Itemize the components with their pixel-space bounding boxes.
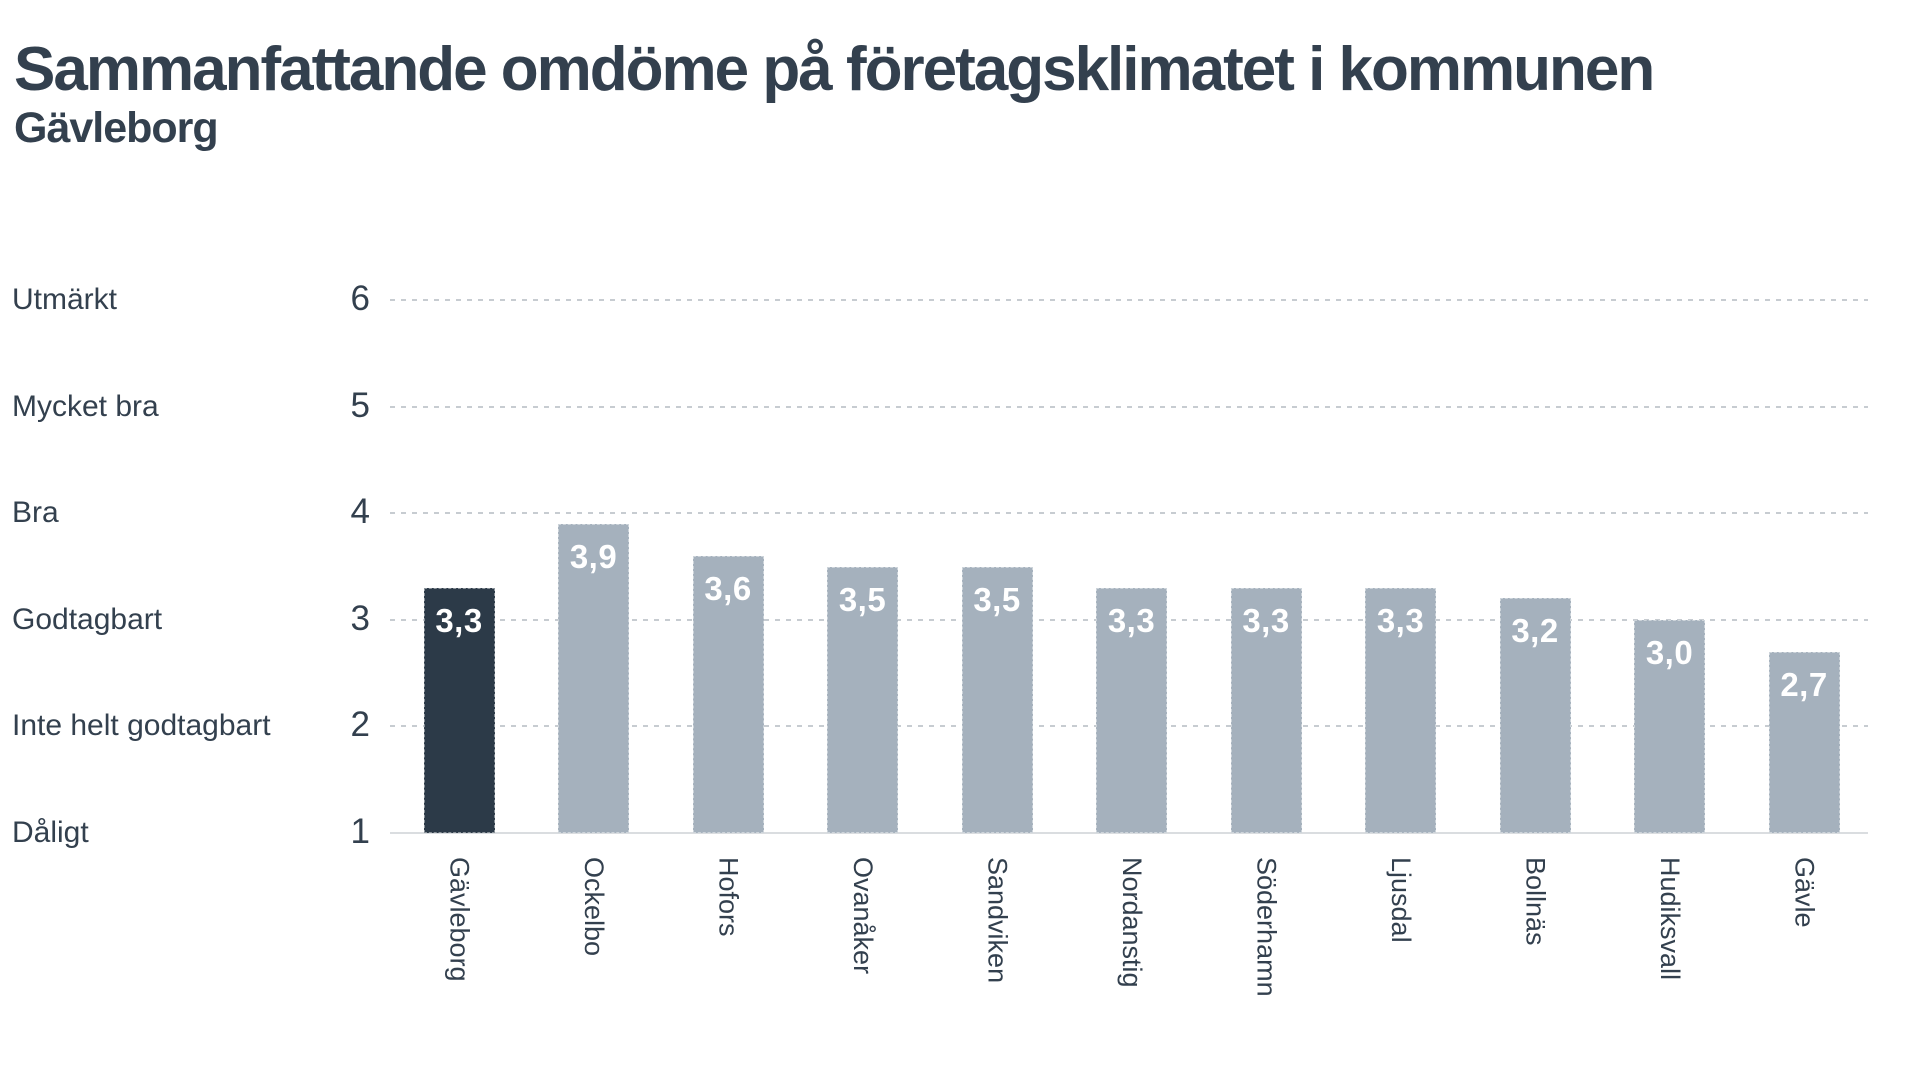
y-axis-tick-label: 1 (350, 812, 370, 852)
bar-value-label: 3,3 (1107, 601, 1156, 639)
x-axis-label-Gävle: Gävle (1789, 857, 1820, 928)
gridline-5 (390, 405, 1868, 408)
bar-value-label: 2,7 (1780, 665, 1828, 703)
bar-value-label: 3,6 (704, 569, 752, 607)
bar-value-label: 3,2 (1511, 612, 1559, 650)
y-axis-tick-label: 5 (350, 385, 370, 425)
x-axis-label-Sandviken: Sandviken (982, 857, 1013, 984)
y-axis-tick-label: 6 (350, 279, 370, 319)
bar-Bollnäs: 3,2 (1499, 598, 1571, 833)
bar-value-label: 3,3 (1242, 601, 1290, 639)
x-axis-label-Söderhamn: Söderhamn (1251, 857, 1282, 997)
x-axis-baseline (390, 832, 1868, 834)
bar-Söderhamn: 3,3 (1230, 587, 1302, 833)
chart-title: Sammanfattande omdöme på företagsklimate… (14, 35, 1655, 104)
bar-Hofors: 3,6 (692, 555, 764, 833)
y-axis-category-label: Bra (12, 496, 59, 530)
bar-Ovanåker: 3,5 (827, 566, 898, 833)
bar-Ockelbo: 3,9 (558, 523, 629, 833)
y-axis-tick-label: 2 (350, 705, 370, 745)
y-axis-category-label: Utmärkt (12, 283, 117, 316)
bar-value-label: 3,3 (435, 601, 483, 639)
y-axis-category-label: Mycket bra (12, 389, 159, 423)
gridline-4 (390, 512, 1868, 515)
gridline-6 (390, 299, 1868, 301)
y-axis-tick-label: 4 (350, 492, 370, 532)
bar-value-label: 3,3 (1376, 601, 1425, 639)
x-axis-label-Ljusdal: Ljusdal (1386, 857, 1416, 943)
y-axis-category-label: Dåligt (12, 816, 89, 849)
bar-value-label: 3,5 (973, 580, 1021, 618)
y-axis-tick-label: 3 (350, 598, 370, 638)
bar-Nordanstig: 3,3 (1096, 587, 1167, 833)
y-axis-category-label: Inte helt godtagbart (12, 709, 271, 743)
bar-Ljusdal: 3,3 (1365, 587, 1436, 833)
bar-value-label: 3,0 (1645, 633, 1694, 671)
x-axis-label-Ovanåker: Ovanåker (848, 857, 878, 975)
x-axis-label-Ockelbo: Ockelbo (579, 857, 609, 957)
x-axis-label-Nordanstig: Nordanstig (1117, 857, 1147, 988)
y-axis-category-label: Godtagbart (12, 602, 163, 636)
x-axis-label-Gävleborg: Gävleborg (444, 857, 475, 982)
bar-Sandviken: 3,5 (961, 566, 1033, 833)
bar-Gävleborg: 3,3 (423, 587, 495, 833)
x-axis-label-Bollnäs: Bollnäs (1520, 857, 1551, 946)
bar-value-label: 3,5 (838, 580, 887, 618)
bar-Gävle: 2,7 (1768, 651, 1840, 833)
chart-subtitle: Gävleborg (14, 104, 219, 152)
x-axis-label-Hofors: Hofors (713, 857, 744, 937)
bar-Hudiksvall: 3,0 (1634, 619, 1705, 833)
x-axis-label-Hudiksvall: Hudiksvall (1655, 857, 1685, 981)
bar-value-label: 3,9 (569, 537, 618, 575)
